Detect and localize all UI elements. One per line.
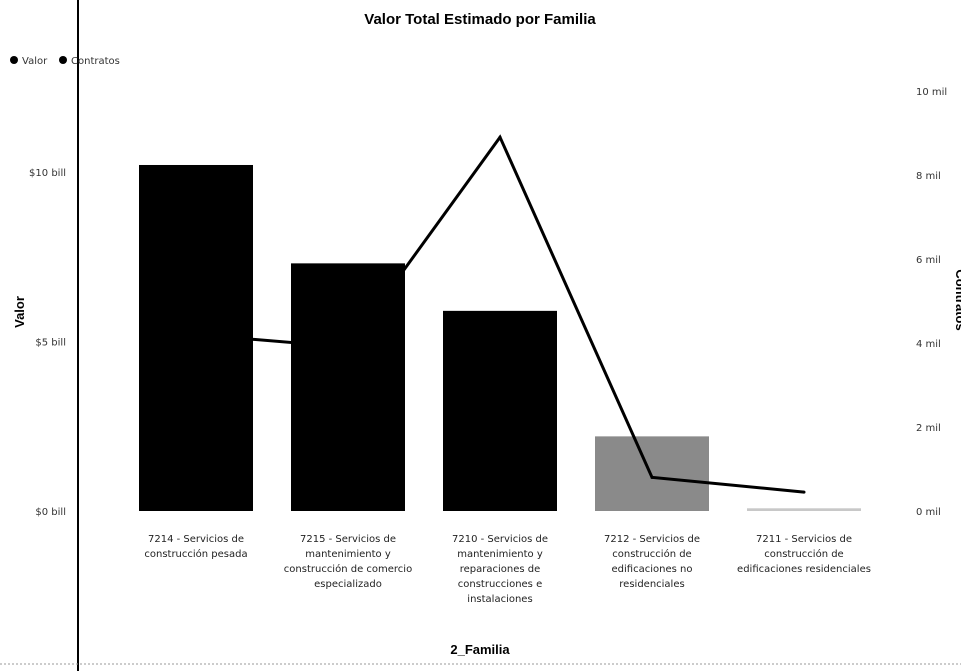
- bar-1[interactable]: [291, 263, 405, 511]
- chart-title: Valor Total Estimado por Familia: [364, 11, 596, 28]
- y2-tick-label: 10 mil: [916, 87, 947, 98]
- y-tick-label: $5 bill: [35, 337, 66, 348]
- contratos-point-1[interactable]: [346, 345, 350, 349]
- y2-tick-label: 0 mil: [916, 507, 941, 518]
- x-axis-categories: 7214 - Servicios de construcción pesada 72…: [144, 534, 871, 605]
- legend-label-contratos: Contratos: [71, 56, 120, 67]
- category-label-1: 7215 - Servicios de mantenimiento y constr…: [284, 534, 412, 590]
- legend-marker-valor: [10, 56, 18, 64]
- contratos-point-0[interactable]: [194, 333, 198, 337]
- legend-marker-contratos: [59, 56, 67, 64]
- y-axis-ticks: $0 bill $5 bill $10 bill: [29, 168, 66, 518]
- category-label-0: 7214 - Servicios de construcción pesada: [144, 534, 247, 560]
- y2-tick-label: 2 mil: [916, 423, 941, 434]
- line-series-contratos: [194, 134, 806, 494]
- y-tick-label: $0 bill: [35, 507, 66, 518]
- category-label-2: 7210 - Servicios de mantenimiento y repara…: [452, 534, 548, 605]
- y2-tick-label: 4 mil: [916, 339, 941, 350]
- contratos-point-2[interactable]: [498, 135, 502, 139]
- y2-axis-ticks: 0 mil 2 mil 4 mil 6 mil 8 mil 10 mil: [916, 87, 947, 518]
- y2-tick-label: 6 mil: [916, 255, 941, 266]
- y-axis-label: Valor: [12, 296, 27, 328]
- contratos-point-4[interactable]: [802, 490, 806, 494]
- legend[interactable]: Valor Contratos: [10, 56, 120, 67]
- bar-3[interactable]: [595, 436, 709, 511]
- category-label-3: 7212 - Servicios de construcción de edific…: [604, 534, 700, 590]
- y-tick-label: $10 bill: [29, 168, 66, 179]
- category-label-4: 7211 - Servicios de construcción de edific…: [737, 534, 871, 575]
- legend-label-valor: Valor: [22, 56, 48, 67]
- y2-axis-label: Contratos: [953, 269, 961, 330]
- bar-4[interactable]: [747, 508, 861, 511]
- y2-tick-label: 8 mil: [916, 171, 941, 182]
- contratos-point-3[interactable]: [650, 475, 654, 479]
- x-axis-label: 2_Familia: [450, 642, 510, 657]
- bar-2[interactable]: [443, 310, 557, 511]
